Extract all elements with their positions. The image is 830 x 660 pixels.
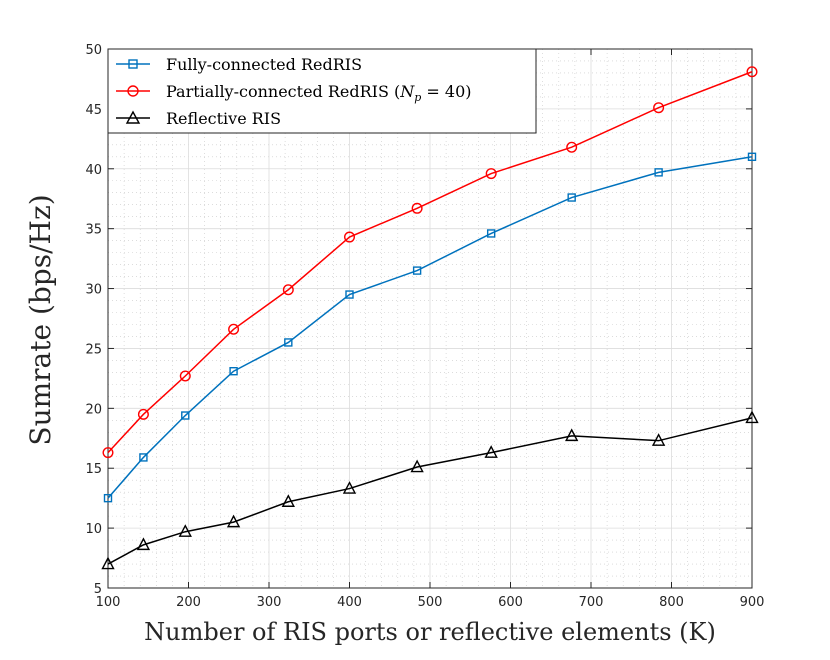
y-tick-label: 5 — [94, 582, 102, 597]
data-point-square — [567, 193, 576, 202]
y-tick-label: 30 — [85, 283, 102, 298]
y-tick-label: 45 — [85, 103, 102, 118]
data-point-triangle — [178, 524, 192, 537]
x-tick-label: 400 — [337, 595, 362, 610]
legend-marker-circle — [127, 85, 139, 97]
legend-label-partially-connected-name: Partially-connected RedRIS — [166, 82, 389, 101]
series-1 — [103, 152, 757, 503]
x-tick-label: 300 — [257, 595, 282, 610]
data-point-circle — [653, 102, 665, 114]
data-point-square — [345, 290, 354, 299]
x-tick-label: 100 — [96, 595, 121, 610]
series-line — [107, 156, 753, 499]
data-point-square — [284, 338, 293, 347]
axis-ticks: 100 200 300 400 500 600 700 800 900 5 10 15 20 25 30 35… — [85, 43, 764, 610]
data-point-circle — [344, 231, 356, 243]
data-point-circle — [282, 284, 294, 296]
y-tick-label: 10 — [85, 522, 102, 537]
x-tick-label: 800 — [659, 595, 684, 610]
data-point-square — [181, 411, 190, 420]
data-point-circle — [102, 447, 114, 459]
data-point-square — [412, 266, 422, 275]
legend-label-math-sub: p — [414, 91, 421, 104]
legend-label-open-paren: ( — [389, 82, 400, 101]
legend-label-reflective: Reflective RIS — [166, 109, 281, 128]
legend-entry-reflective: Reflective RIS — [116, 109, 281, 128]
series-layer — [101, 66, 759, 570]
legend-label-suffix: = 40) — [421, 82, 471, 101]
data-point-circle — [746, 66, 758, 78]
legend-box — [107, 48, 537, 134]
legend-label-partially-connected: Partially-connected RedRIS (Np = 40) — [166, 82, 472, 104]
y-tick-label: 20 — [85, 402, 102, 417]
data-point-circle — [566, 141, 578, 153]
data-point-circle — [179, 370, 191, 382]
series-line — [107, 417, 753, 565]
data-point-circle — [228, 323, 240, 335]
series-line — [107, 71, 753, 454]
data-point-square — [229, 367, 238, 376]
minor-grid — [108, 49, 752, 588]
x-tick-label: 700 — [579, 595, 604, 610]
data-point-triangle — [484, 445, 498, 458]
data-point-triangle — [745, 410, 759, 424]
data-point-square — [486, 229, 496, 238]
data-point-square — [103, 493, 113, 503]
data-point-triangle — [101, 556, 115, 570]
data-point-triangle — [226, 514, 241, 528]
x-tick-label: 200 — [176, 595, 201, 610]
x-tick-label: 900 — [740, 595, 765, 610]
legend-label-fully-connected: Fully-connected RedRIS — [166, 55, 362, 74]
y-tick-label: 35 — [85, 223, 102, 238]
legend-entry-partially-connected: Partially-connected RedRIS (Np = 40) — [116, 82, 472, 104]
data-point-square — [654, 168, 663, 177]
data-point-triangle — [136, 537, 151, 551]
data-point-triangle — [651, 433, 666, 446]
legend-marker-square — [128, 59, 138, 69]
legend: Fully-connected RedRIS Partially-connect… — [107, 48, 537, 134]
data-point-circle — [411, 202, 423, 214]
series-2 — [102, 66, 758, 459]
legend-marker-triangle — [125, 110, 141, 124]
data-point-triangle — [342, 481, 357, 494]
y-tick-label: 50 — [85, 43, 102, 58]
data-point-triangle — [410, 459, 424, 473]
data-point-circle — [137, 408, 149, 420]
y-tick-label: 25 — [85, 342, 102, 357]
data-point-square — [747, 152, 757, 162]
data-point-triangle — [281, 494, 295, 507]
legend-label-math-var: N — [399, 82, 415, 101]
y-axis-label: Sumrate (bps/Hz) — [24, 194, 57, 445]
y-tick-label: 40 — [85, 163, 102, 178]
y-tick-label: 15 — [85, 462, 102, 477]
data-point-circle — [485, 168, 497, 180]
x-tick-label: 500 — [418, 595, 443, 610]
x-tick-label: 600 — [498, 595, 523, 610]
x-axis-label: Number of RIS ports or reflective elemen… — [144, 618, 716, 646]
data-point-square — [139, 453, 148, 462]
series-3 — [101, 410, 759, 570]
data-point-triangle — [565, 428, 579, 442]
legend-entry-fully-connected: Fully-connected RedRIS — [116, 55, 362, 74]
